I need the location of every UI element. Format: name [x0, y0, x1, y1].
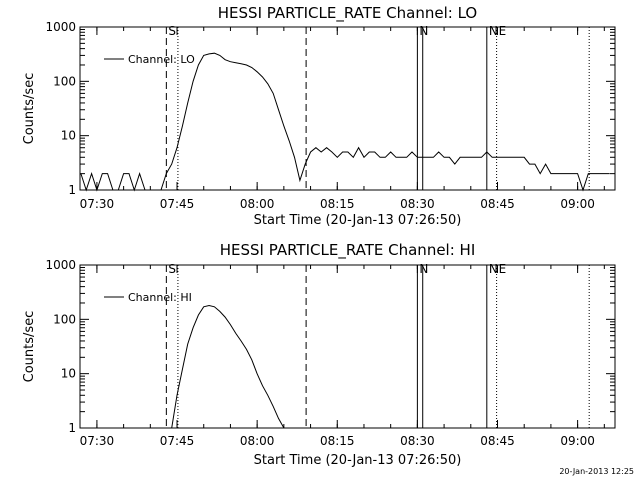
- chart-title-0: HESSI PARTICLE_RATE Channel: LO: [218, 4, 477, 23]
- y-tick-label-0-0: 1: [68, 183, 76, 197]
- plot-frame-1: [79, 264, 616, 429]
- y-axis-label-0: Counts/sec: [22, 73, 37, 145]
- x-tick-label-0-1: 07:45: [160, 197, 195, 211]
- x-tick-label-1-4: 08:30: [400, 434, 435, 448]
- annotation-label-0-6: E: [499, 24, 507, 38]
- datestamp-label: 20-Jan-2013 12:25: [559, 467, 634, 476]
- y-tick-label-0-2: 100: [53, 74, 76, 88]
- y-tick-label-0-1: 10: [61, 129, 76, 143]
- x-tick-label-1-6: 09:00: [560, 434, 595, 448]
- x-tick-label-0-3: 08:15: [320, 197, 355, 211]
- x-tick-label-1-1: 07:45: [160, 434, 195, 448]
- annotation-label-1-0: S: [168, 262, 176, 276]
- annotation-label-1-6: E: [499, 262, 507, 276]
- chart-title-1: HESSI PARTICLE_RATE Channel: HI: [220, 241, 476, 260]
- annotation-label-1-3: N: [419, 262, 428, 276]
- annotation-label-0-0: S: [168, 24, 176, 38]
- annotation-label-0-5: N: [489, 24, 498, 38]
- legend-label-1: Channel: HI: [128, 291, 192, 304]
- y-axis-label-1: Counts/sec: [22, 311, 37, 383]
- x-tick-label-0-0: 07:30: [80, 197, 115, 211]
- x-axis-label-1: Start Time (20-Jan-13 07:26:50): [254, 453, 462, 468]
- annotation-label-1-5: N: [489, 262, 498, 276]
- x-tick-label-1-2: 08:00: [240, 434, 275, 448]
- y-tick-label-1-0: 1: [68, 421, 76, 435]
- x-tick-label-0-5: 08:45: [480, 197, 515, 211]
- x-tick-label-1-5: 08:45: [480, 434, 515, 448]
- legend-label-0: Channel: LO: [128, 53, 195, 66]
- annotation-label-0-3: N: [419, 24, 428, 38]
- x-axis-label-0: Start Time (20-Jan-13 07:26:50): [254, 213, 462, 228]
- x-tick-label-0-6: 09:00: [560, 197, 595, 211]
- y-tick-label-1-3: 1000: [45, 258, 76, 272]
- series-line-0-0: [80, 52, 610, 192]
- x-tick-label-1-3: 08:15: [320, 434, 355, 448]
- series-line-1-0: [171, 304, 285, 429]
- x-tick-label-0-2: 08:00: [240, 197, 275, 211]
- x-tick-label-0-4: 08:30: [400, 197, 435, 211]
- y-tick-label-1-1: 10: [61, 367, 76, 381]
- plot-frame-0: [79, 26, 616, 191]
- y-tick-label-1-2: 100: [53, 312, 76, 326]
- y-tick-label-0-3: 1000: [45, 20, 76, 34]
- x-tick-label-1-0: 07:30: [80, 434, 115, 448]
